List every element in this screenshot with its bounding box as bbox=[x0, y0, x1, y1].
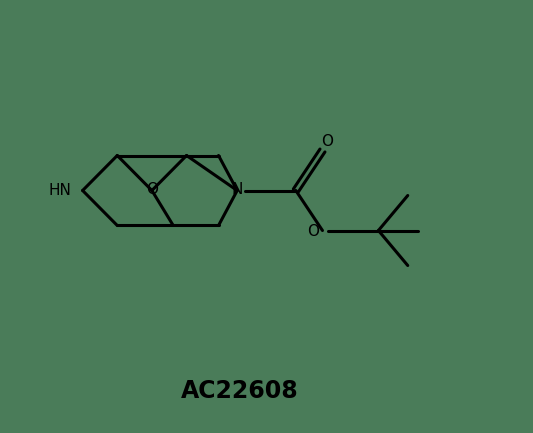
Text: HN: HN bbox=[48, 183, 71, 198]
Text: O: O bbox=[321, 135, 333, 149]
Text: N: N bbox=[231, 181, 243, 197]
Text: AC22608: AC22608 bbox=[181, 378, 298, 403]
Text: O: O bbox=[146, 181, 158, 197]
Text: O: O bbox=[307, 224, 319, 239]
